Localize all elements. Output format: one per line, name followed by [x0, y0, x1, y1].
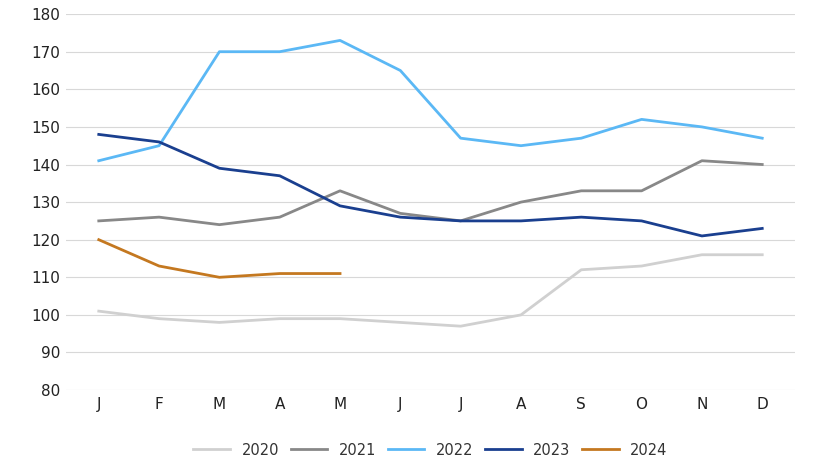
- 2022: [757, 135, 767, 141]
- 2024: [93, 237, 103, 243]
- 2021: [515, 199, 525, 205]
- 2021: [696, 158, 706, 164]
- 2022: [215, 49, 224, 55]
- 2020: [696, 252, 706, 258]
- 2024: [335, 271, 345, 276]
- 2021: [154, 214, 164, 220]
- 2021: [274, 214, 284, 220]
- 2020: [215, 320, 224, 325]
- 2020: [636, 263, 645, 269]
- 2023: [515, 218, 525, 224]
- 2024: [274, 271, 284, 276]
- 2023: [455, 218, 465, 224]
- Line: 2022: 2022: [98, 40, 762, 161]
- 2020: [395, 320, 405, 325]
- 2023: [395, 214, 405, 220]
- 2021: [636, 188, 645, 194]
- Line: 2024: 2024: [98, 240, 340, 277]
- 2021: [395, 211, 405, 216]
- Legend: 2020, 2021, 2022, 2023, 2024: 2020, 2021, 2022, 2023, 2024: [193, 443, 667, 457]
- 2020: [757, 252, 767, 258]
- 2020: [274, 316, 284, 321]
- 2021: [335, 188, 345, 194]
- 2021: [93, 218, 103, 224]
- 2020: [576, 267, 586, 273]
- 2022: [696, 124, 706, 130]
- 2021: [455, 218, 465, 224]
- 2024: [154, 263, 164, 269]
- 2023: [576, 214, 586, 220]
- 2024: [215, 274, 224, 280]
- 2023: [93, 132, 103, 137]
- 2021: [757, 162, 767, 167]
- 2022: [93, 158, 103, 164]
- 2022: [335, 38, 345, 43]
- 2023: [696, 233, 706, 239]
- 2022: [455, 135, 465, 141]
- 2022: [154, 143, 164, 149]
- 2022: [274, 49, 284, 55]
- 2022: [636, 117, 645, 122]
- 2023: [636, 218, 645, 224]
- 2020: [515, 312, 525, 318]
- 2020: [455, 323, 465, 329]
- 2020: [93, 308, 103, 314]
- 2023: [274, 173, 284, 179]
- 2022: [576, 135, 586, 141]
- 2020: [154, 316, 164, 321]
- Line: 2021: 2021: [98, 161, 762, 225]
- 2022: [515, 143, 525, 149]
- 2023: [154, 139, 164, 145]
- 2023: [215, 165, 224, 171]
- 2023: [757, 226, 767, 231]
- Line: 2023: 2023: [98, 134, 762, 236]
- 2020: [335, 316, 345, 321]
- 2021: [576, 188, 586, 194]
- 2022: [395, 68, 405, 73]
- 2021: [215, 222, 224, 227]
- 2023: [335, 203, 345, 209]
- Line: 2020: 2020: [98, 255, 762, 326]
